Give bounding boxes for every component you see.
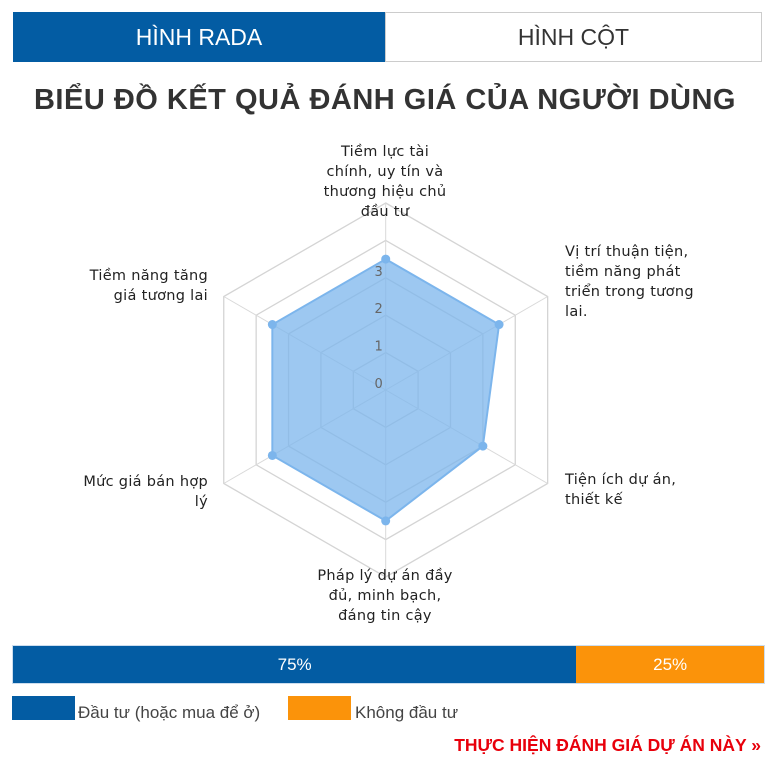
axis-label-line: chính, uy tín và — [326, 164, 444, 180]
axis-label-line: tiềm năng phát — [565, 264, 681, 280]
axis-label-line: lai. — [565, 304, 588, 320]
invest-segment: 75% — [13, 646, 577, 683]
legend-label-invest: Đầu tư (hoặc mua để ở) — [78, 703, 261, 722]
legend-swatch-not-invest — [288, 696, 351, 720]
axis-label-line: thiết kế — [565, 492, 623, 508]
legend-label-not-invest: Không đầu tư — [355, 703, 459, 722]
axis-label-line: Mức giá bán hợp — [83, 474, 208, 490]
tab-column[interactable]: HÌNH CỘT — [385, 12, 762, 62]
legend-swatch-invest — [12, 696, 75, 720]
data-point — [494, 320, 504, 330]
axis-label-line: giá tương lai — [113, 288, 208, 304]
rate-project-link[interactable]: THỰC HIỆN ĐÁNH GIÁ DỰ ÁN NÀY » — [454, 735, 761, 755]
axis-label-line: đáng tin cậy — [338, 608, 432, 624]
axis-label-4: Mức giá bán hợp lý — [28, 472, 208, 512]
tick-label: 1 — [375, 340, 383, 355]
tick-label: 2 — [375, 302, 383, 317]
axis-label-line: lý — [194, 494, 208, 510]
chart-title: BIỂU ĐỒ KẾT QUẢ ĐÁNH GIÁ CỦA NGƯỜI DÙNG — [33, 84, 736, 116]
summary-bar: 75% 25% — [12, 645, 765, 684]
axis-label-0: Tiềm lực tài chính, uy tín và thương hiệu … — [285, 142, 485, 222]
axis-label-line: triển trong tương — [565, 284, 694, 300]
radar-chart: 0 1 2 3 — [223, 202, 549, 578]
axis-label-line: Vị trí thuận tiện, — [565, 244, 689, 260]
tick-label: 3 — [375, 265, 383, 280]
not-invest-segment: 25% — [576, 646, 764, 683]
tick-label: 0 — [375, 377, 383, 392]
axis-label-3: Pháp lý dự án đầy đủ, minh bạch, đáng tin … — [285, 566, 485, 626]
axis-label-line: thương hiệu chủ — [323, 184, 447, 200]
axis-label-2: Tiện ích dự án, thiết kế — [565, 470, 745, 510]
axis-label-5: Tiềm năng tăng giá tương lai — [28, 266, 208, 306]
axis-label-line: đầu tư — [360, 204, 410, 220]
axis-label-line: Tiềm lực tài — [340, 144, 430, 160]
tab-radar[interactable]: HÌNH RADA — [13, 12, 385, 62]
axis-label-line: Pháp lý dự án đầy — [317, 568, 453, 584]
data-point — [267, 450, 277, 460]
data-point — [381, 254, 391, 264]
axis-label-line: đủ, minh bạch, — [328, 588, 442, 604]
axis-label-line: Tiện ích dự án, — [565, 472, 677, 488]
axis-label-line: Tiềm năng tăng — [89, 268, 208, 284]
axis-label-1: Vị trí thuận tiện, tiềm năng phát triển tr… — [565, 242, 745, 322]
data-point — [267, 320, 277, 330]
data-point — [381, 516, 391, 526]
data-point — [478, 441, 488, 451]
series-area — [271, 257, 501, 523]
